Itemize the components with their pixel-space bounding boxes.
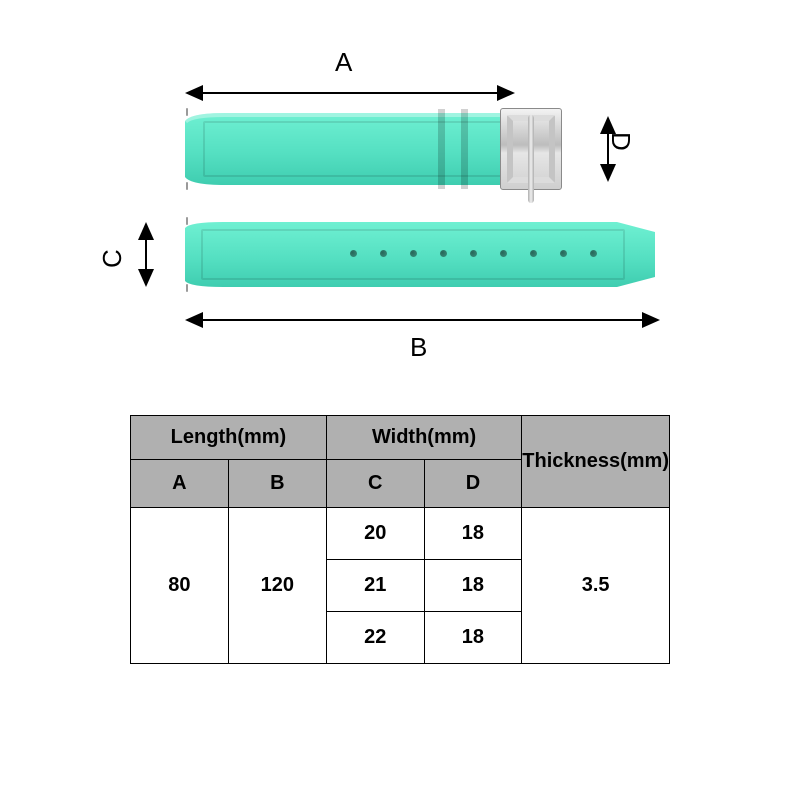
dim-label-B: B [410, 332, 427, 363]
spec-table: Length(mm) Width(mm) Thickness(mm) A B C… [130, 415, 670, 664]
cell-B: 120 [228, 508, 326, 664]
strap-bottom [185, 222, 655, 287]
strap-top [185, 113, 515, 185]
strap-hole [500, 250, 507, 257]
dim-label-C: C [97, 249, 128, 268]
strap-hole [440, 250, 447, 257]
cell-D-0: 18 [424, 508, 522, 560]
cell-D-2: 18 [424, 612, 522, 664]
dim-arrow-A [185, 85, 515, 101]
strap-hole [530, 250, 537, 257]
dim-arrow-C [138, 222, 154, 287]
th-A: A [131, 460, 229, 508]
dim-arrow-B [185, 312, 660, 328]
strap-hole [470, 250, 477, 257]
th-B: B [228, 460, 326, 508]
diagram-canvas: A D [0, 0, 800, 800]
strap-hole [590, 250, 597, 257]
strap-hole [410, 250, 417, 257]
strap-hole [380, 250, 387, 257]
th-D: D [424, 460, 522, 508]
cell-C-0: 20 [326, 508, 424, 560]
cell-C-1: 21 [326, 560, 424, 612]
buckle [500, 108, 562, 190]
th-width: Width(mm) [326, 416, 521, 460]
dim-label-A: A [335, 47, 352, 78]
th-length: Length(mm) [131, 416, 327, 460]
keeper-loop [438, 109, 468, 189]
cell-C-2: 22 [326, 612, 424, 664]
strap-hole [560, 250, 567, 257]
cell-A: 80 [131, 508, 229, 664]
cell-thickness: 3.5 [522, 508, 670, 664]
strap-hole [350, 250, 357, 257]
th-C: C [326, 460, 424, 508]
th-thickness: Thickness(mm) [522, 416, 670, 508]
cell-D-1: 18 [424, 560, 522, 612]
dim-label-D: D [605, 132, 636, 151]
